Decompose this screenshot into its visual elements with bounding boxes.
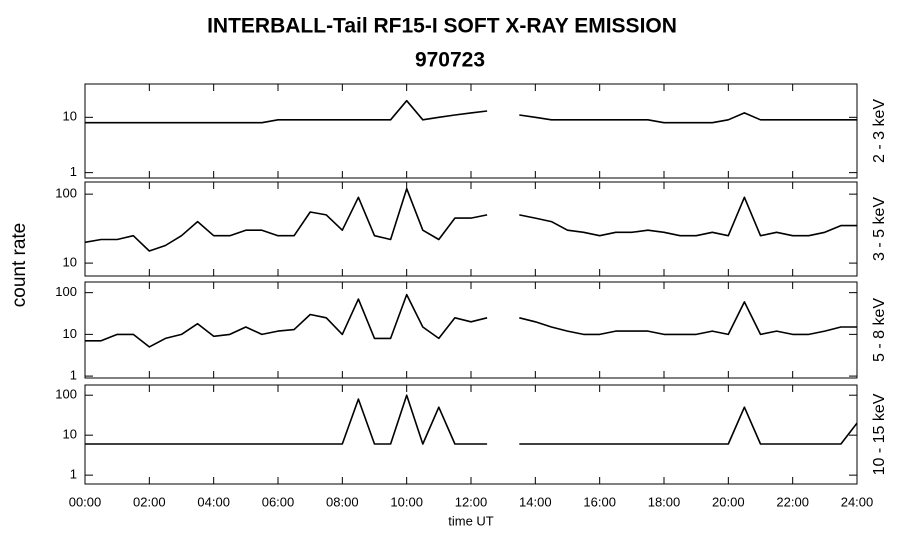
data-line	[85, 293, 857, 348]
x-tick-label: 20:00	[712, 494, 745, 509]
panel-frame	[84, 281, 858, 379]
y-tick-label: 10	[63, 427, 77, 442]
panel-frame	[84, 181, 858, 277]
panel-label: 3 - 5 keV	[871, 197, 888, 261]
chart-subtitle: 970723	[415, 49, 485, 72]
x-axis-label: time UT	[448, 513, 494, 528]
x-tick-label: 22:00	[776, 494, 809, 509]
x-tick-label: 14:00	[519, 494, 552, 509]
panel-label: 10 - 15 keV	[871, 393, 888, 475]
x-tick-label: 16:00	[583, 494, 616, 509]
x-tick-label: 06:00	[262, 494, 295, 509]
panel-frame	[84, 384, 858, 485]
y-tick-label: 100	[55, 387, 77, 402]
x-tick-label: 08:00	[326, 494, 359, 509]
panel-label: 2 - 3 keV	[871, 99, 888, 163]
y-tick-label: 10	[63, 255, 77, 270]
x-tick-label: 24:00	[841, 494, 874, 509]
x-tick-label: 18:00	[648, 494, 681, 509]
y-tick-label: 10	[63, 109, 77, 124]
chart-title: INTERBALL-Tail RF15-I SOFT X-RAY EMISSIO…	[207, 15, 677, 38]
x-tick-label: 10:00	[390, 494, 423, 509]
data-line	[85, 99, 857, 124]
x-tick-label: 12:00	[455, 494, 488, 509]
y-tick-label: 100	[55, 186, 77, 201]
data-line	[84, 187, 857, 252]
panel-label: 5 - 8 keV	[871, 298, 888, 362]
y-tick-label: 1	[70, 164, 77, 179]
x-tick-label: 00:00	[69, 494, 102, 509]
panel-frame	[84, 83, 858, 179]
y-tick-label: 1	[70, 368, 77, 383]
y-tick-label: 100	[55, 284, 77, 299]
x-tick-label: 02:00	[133, 494, 166, 509]
data-line	[85, 394, 858, 445]
y-tick-label: 1	[70, 467, 77, 482]
y-axis-label: count rate	[9, 223, 30, 308]
x-tick-label: 04:00	[197, 494, 230, 509]
y-tick-label: 10	[63, 326, 77, 341]
